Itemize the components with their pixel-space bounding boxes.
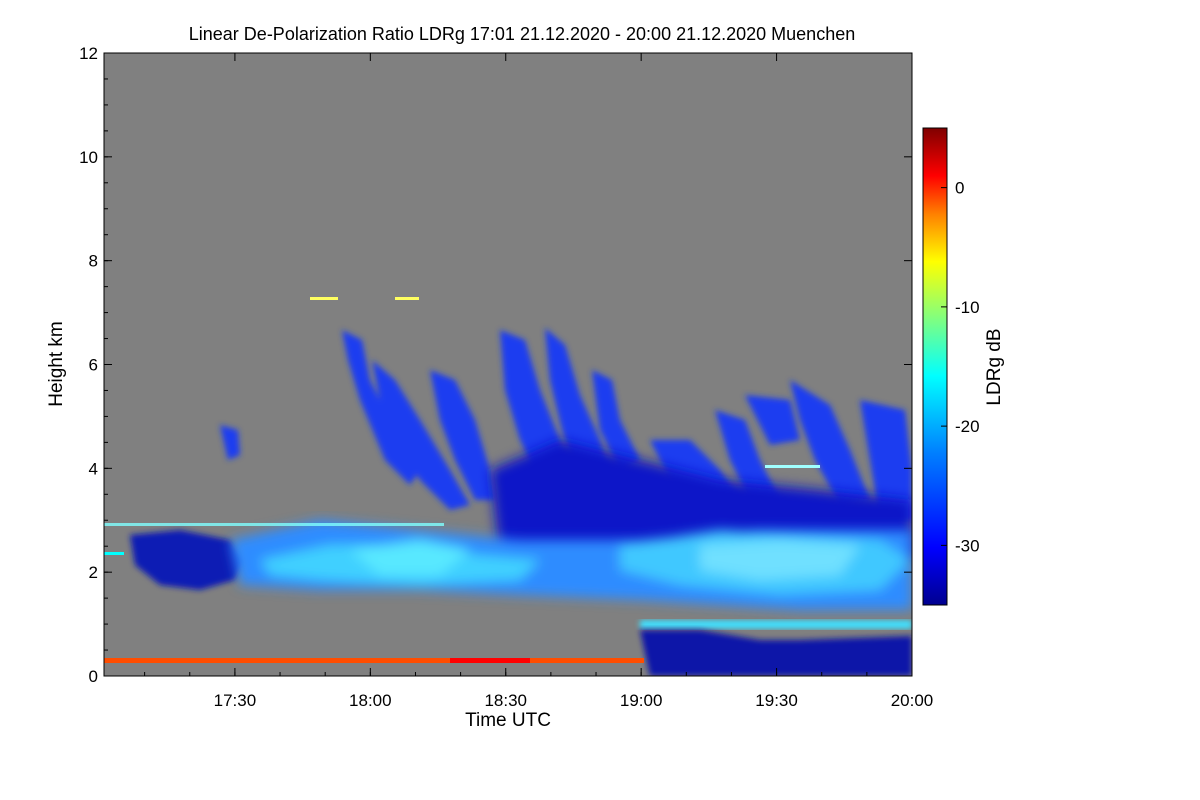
x-tick-label: 18:00 xyxy=(349,691,392,710)
ldr-data-layer xyxy=(104,297,912,676)
cirrus-fall-streaks xyxy=(220,328,912,520)
x-tick-label: 20:00 xyxy=(891,691,934,710)
y-tick-label: 4 xyxy=(89,459,98,478)
y-tick-label: 0 xyxy=(89,667,98,686)
colorbar-tick-label: -30 xyxy=(955,536,980,555)
surface-layer-line-hot xyxy=(450,658,530,663)
colorbar-tick-label: -20 xyxy=(955,417,980,436)
x-tick-label: 19:30 xyxy=(755,691,798,710)
artifact-line-5 xyxy=(765,465,820,468)
colorbar-tick-label: -10 xyxy=(955,298,980,317)
y-tick-label: 10 xyxy=(79,148,98,167)
x-axis-label: Time UTC xyxy=(465,710,551,731)
y-axis-label: Height km xyxy=(46,321,67,407)
low-layer-left xyxy=(130,530,245,590)
artifact-line-1 xyxy=(104,523,444,526)
y-tick-label: 2 xyxy=(89,563,98,582)
artifact-line-3 xyxy=(310,297,338,300)
colorbar-label: LDRg dB xyxy=(984,328,1005,405)
dense-low-block xyxy=(640,630,912,676)
y-tick-label: 8 xyxy=(89,252,98,271)
artifact-line-2 xyxy=(104,552,124,555)
x-tick-label: 19:00 xyxy=(620,691,663,710)
y-tick-label: 12 xyxy=(79,44,98,63)
y-tick-label: 6 xyxy=(89,356,98,375)
low-mixed-layer xyxy=(230,520,912,610)
x-tick-label: 18:30 xyxy=(484,691,527,710)
chart-title: Linear De-Polarization Ratio LDRg 17:01 … xyxy=(189,24,855,44)
surface-layer-line xyxy=(104,658,644,663)
y-axis: 0 2 4 6 8 10 12 xyxy=(79,44,912,686)
x-axis: 17:30 18:00 18:30 19:00 19:30 20:00 xyxy=(144,53,934,710)
lower-cloud-base-band xyxy=(640,620,912,629)
colorbar xyxy=(922,127,948,606)
colorbar-ticks: 0 -10 -20 -30 xyxy=(941,179,980,555)
colorbar-tick-label: 0 xyxy=(955,179,964,198)
x-tick-label: 17:30 xyxy=(214,691,257,710)
artifact-line-4 xyxy=(395,297,419,300)
